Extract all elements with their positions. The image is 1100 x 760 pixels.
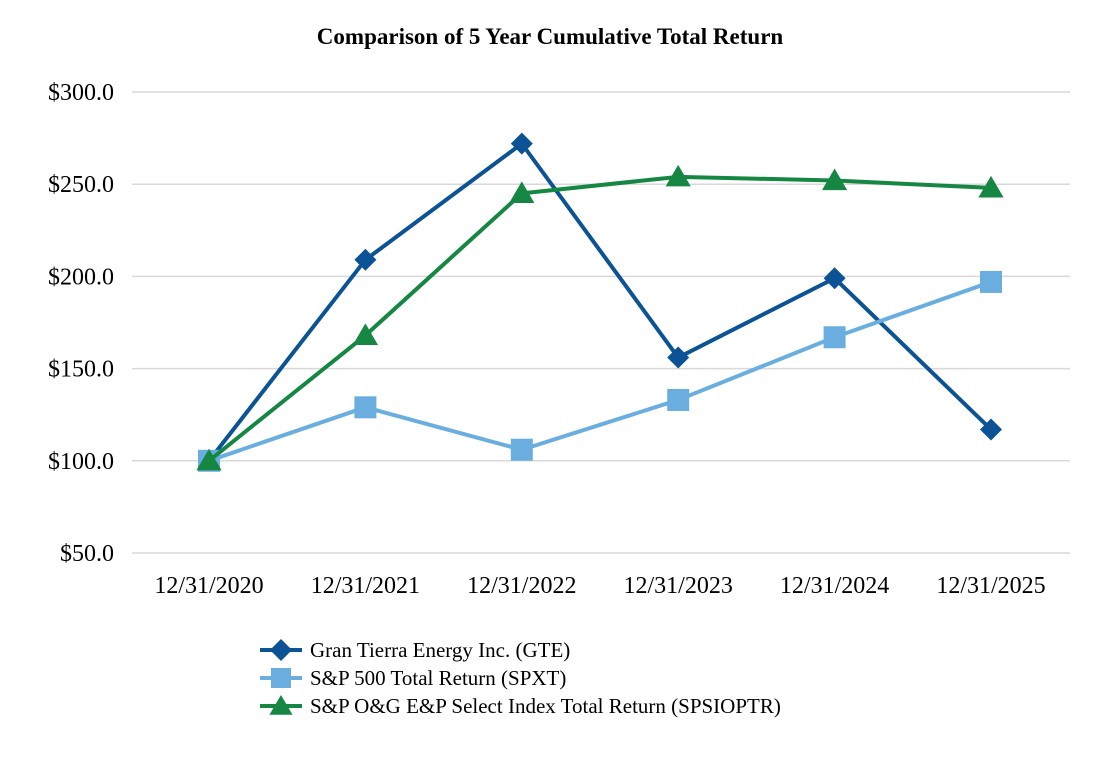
y-axis-ticks: $50.0 $100.0 $150.0 $200.0 $250.0 $300.0 — [48, 80, 114, 567]
data-point — [822, 168, 848, 191]
y-tick-label: $100.0 — [48, 449, 114, 475]
x-tick-label: 12/31/2021 — [311, 573, 420, 599]
legend-label: S&P O&G E&P Select Index Total Return (S… — [310, 694, 781, 718]
series-line — [207, 141, 993, 463]
x-tick-label: 12/31/2020 — [154, 573, 263, 599]
y-tick-label: $250.0 — [48, 172, 114, 198]
x-tick-label: 12/31/2025 — [936, 573, 1045, 599]
data-point — [196, 448, 222, 471]
legend-label: Gran Tierra Energy Inc. (GTE) — [310, 638, 571, 662]
data-point — [823, 267, 846, 290]
series-line — [208, 280, 992, 463]
data-point — [980, 270, 1002, 293]
series — [196, 132, 1004, 472]
legend-item: S&P O&G E&P Select Index Total Return (S… — [258, 692, 898, 720]
data-point — [667, 346, 690, 369]
legend-item: Gran Tierra Energy Inc. (GTE) — [258, 636, 898, 664]
y-tick-label: $300.0 — [48, 80, 114, 106]
data-point — [510, 132, 533, 155]
chart-title: Comparison of 5 Year Cumulative Total Re… — [316, 24, 784, 49]
legend-swatch — [260, 639, 302, 661]
data-point — [354, 248, 377, 271]
x-axis-ticks: 12/31/2020 12/31/2021 12/31/2022 12/31/2023… — [154, 573, 1045, 599]
y-tick-label: $200.0 — [48, 264, 114, 290]
legend-label: S&P 500 Total Return (SPXT) — [310, 666, 567, 690]
data-point — [980, 418, 1002, 441]
x-tick-label: 12/31/2022 — [467, 573, 576, 599]
y-tick-label: $150.0 — [48, 357, 114, 383]
data-point — [509, 181, 535, 204]
x-tick-label: 12/31/2023 — [624, 573, 733, 599]
y-tick-label: $50.0 — [60, 541, 114, 567]
x-tick-label: 12/31/2024 — [780, 573, 889, 599]
data-point — [510, 438, 533, 461]
legend: Gran Tierra Energy Inc. (GTE) S&P 500 Tot… — [258, 636, 898, 720]
gridlines — [132, 91, 1070, 554]
series-line — [207, 174, 992, 463]
line-chart: $50.0 $100.0 $150.0 $200.0 $250.0 $300.0 12/3… — [48, 80, 1070, 599]
data-point — [823, 326, 846, 349]
data-point — [665, 164, 691, 187]
data-point — [667, 388, 690, 411]
series-3 — [196, 164, 1004, 471]
legend-swatch — [260, 668, 302, 688]
legend-item: S&P 500 Total Return (SPXT) — [258, 664, 898, 692]
legend-swatch — [260, 695, 302, 715]
data-point — [354, 396, 377, 419]
data-point — [978, 175, 1004, 198]
data-point — [352, 323, 378, 346]
